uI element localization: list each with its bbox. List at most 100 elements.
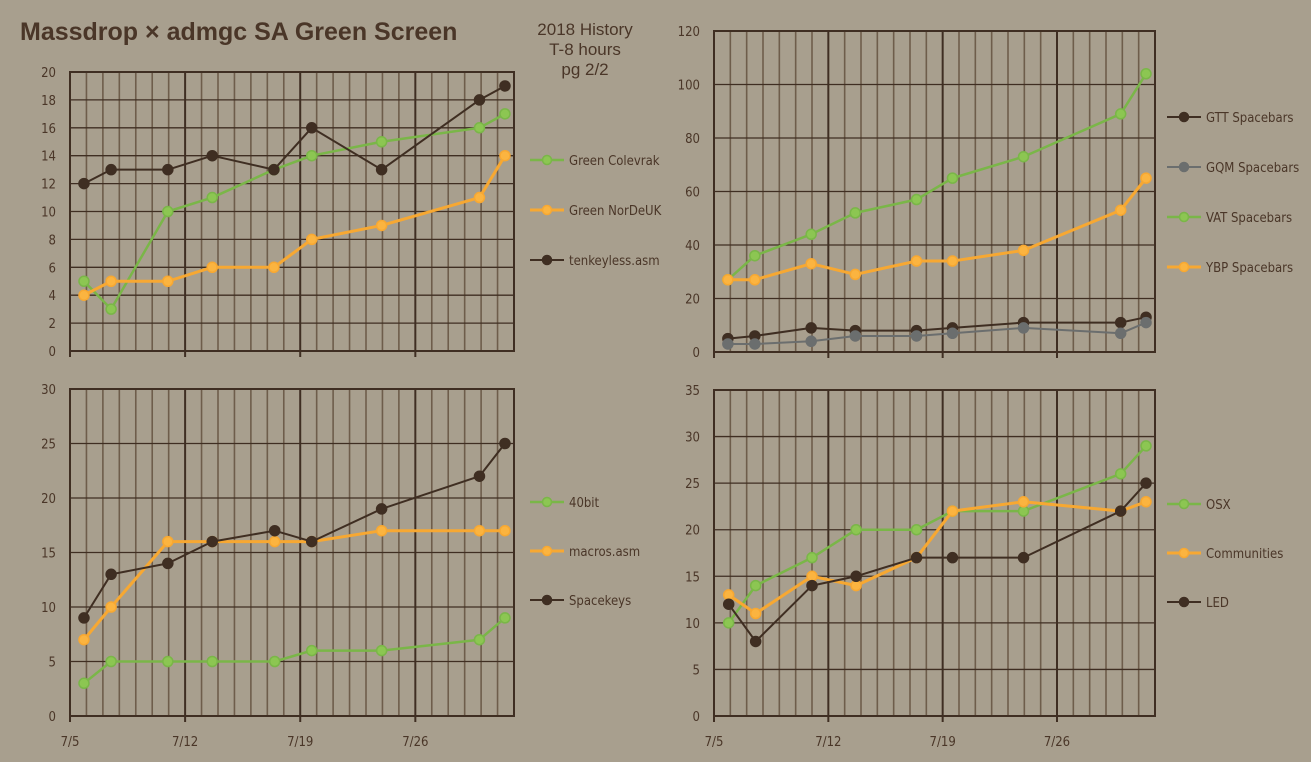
data-point xyxy=(105,303,117,315)
data-point xyxy=(268,535,281,548)
x-tick-label: 7/19 xyxy=(287,735,313,750)
data-point xyxy=(473,191,486,204)
data-point xyxy=(1114,468,1127,480)
y-tick-label: 0 xyxy=(49,710,56,725)
legend: GTT Spacebars GQM Spacebars VAT Spacebars Y… xyxy=(1167,111,1299,276)
series-tenkeyless-asm xyxy=(78,80,511,190)
data-point xyxy=(749,249,761,262)
legend-item: macros.asm xyxy=(530,545,640,560)
y-tick-label: 18 xyxy=(41,94,56,109)
data-point xyxy=(78,677,90,690)
legend-swatch-marker xyxy=(541,254,553,266)
data-point xyxy=(749,635,762,648)
y-tick-label: 15 xyxy=(685,570,700,585)
chart-bottom-left: 7/5 7/12 7/19 7/26 0 5 10 15 20 25 30 40bit macros.a… xyxy=(41,383,640,750)
legend-item: YBP Spacebars xyxy=(1167,261,1293,276)
series-gqm-spacebars xyxy=(722,316,1152,350)
y-tick-label: 100 xyxy=(678,79,700,94)
data-point xyxy=(305,644,318,657)
series-40bit xyxy=(78,612,511,690)
y-tick-label: 8 xyxy=(49,233,56,248)
series-line xyxy=(727,177,1148,282)
data-point xyxy=(849,207,862,219)
y-tick-label: 120 xyxy=(678,25,700,40)
data-point xyxy=(473,122,486,134)
data-point xyxy=(499,437,511,450)
legend-item: GTT Spacebars xyxy=(1167,111,1294,126)
y-tick-label: 20 xyxy=(685,524,700,539)
y-tick-label: 0 xyxy=(49,345,56,360)
data-point xyxy=(722,274,734,286)
legend-label: Green Colevrak xyxy=(569,154,660,169)
legend-swatch-marker xyxy=(541,496,553,508)
data-point xyxy=(1114,108,1127,120)
data-point xyxy=(849,268,862,281)
y-tick-label: 35 xyxy=(685,384,700,399)
data-point xyxy=(78,633,90,646)
plot-frame xyxy=(713,389,1156,717)
data-point xyxy=(105,275,117,287)
series-ybp-spacebars xyxy=(722,172,1152,286)
subtitle: 2018 History T-8 hours pg 2/2 xyxy=(520,20,650,80)
data-point xyxy=(473,470,486,482)
data-point xyxy=(806,551,818,564)
legend: 40bit macros.asm Spacekeys xyxy=(530,496,640,609)
data-point xyxy=(749,579,762,592)
x-tick-label: 7/5 xyxy=(705,735,724,750)
series-line xyxy=(727,445,1147,624)
y-tick-label: 5 xyxy=(49,656,56,671)
data-point xyxy=(1114,316,1127,329)
grid xyxy=(70,71,514,351)
y-tick-label: 0 xyxy=(693,346,700,361)
series-gtt-spacebars xyxy=(722,311,1152,345)
legend-item: tenkeyless.asm xyxy=(530,254,660,269)
data-point xyxy=(78,177,90,190)
y-tick-label: 16 xyxy=(41,122,56,137)
legend: OSX Communities LED xyxy=(1167,498,1283,611)
data-point xyxy=(305,149,318,162)
data-point xyxy=(105,601,117,613)
y-tick-label: 10 xyxy=(41,206,56,221)
data-point xyxy=(268,261,280,274)
y-tick-label: 20 xyxy=(685,293,700,308)
data-point xyxy=(499,612,511,624)
y-tick-label: 10 xyxy=(41,601,56,616)
data-point xyxy=(946,172,959,184)
data-point xyxy=(1140,68,1152,80)
data-point xyxy=(805,257,817,270)
series-osx xyxy=(722,440,1152,629)
y-tick-label: 14 xyxy=(41,150,56,165)
data-point xyxy=(305,122,318,134)
y-tick-label: 20 xyxy=(41,492,56,507)
legend-label: VAT Spacebars xyxy=(1206,211,1292,226)
y-tick-label: 12 xyxy=(41,178,56,193)
legend-item: LED xyxy=(1167,596,1229,611)
series-led xyxy=(722,477,1152,648)
y-tick-label: 6 xyxy=(49,261,56,276)
data-point xyxy=(1114,327,1127,340)
y-tick-label: 30 xyxy=(41,383,56,398)
y-tick-label: 25 xyxy=(685,477,700,492)
data-point xyxy=(305,535,318,548)
data-point xyxy=(910,193,923,206)
y-tick-label: 10 xyxy=(685,617,700,632)
subtitle-line-time-offset: T-8 hours xyxy=(549,40,621,59)
legend-swatch-marker xyxy=(541,545,553,557)
y-tick-label: 0 xyxy=(693,710,700,725)
legend-swatch-marker xyxy=(541,154,553,166)
data-point xyxy=(850,579,862,592)
legend-label: tenkeyless.asm xyxy=(569,254,660,269)
data-point xyxy=(805,335,817,348)
data-point xyxy=(946,505,959,517)
subtitle-line-history: 2018 History xyxy=(537,20,633,39)
legend-swatch-marker xyxy=(541,594,553,606)
data-point xyxy=(1017,244,1030,257)
subtitle-line-page: pg 2/2 xyxy=(561,60,609,79)
grid xyxy=(70,388,514,716)
data-point xyxy=(375,136,388,148)
data-point xyxy=(499,149,511,162)
series-vat-spacebars xyxy=(722,68,1152,286)
legend-swatch-marker xyxy=(1178,498,1190,510)
data-point xyxy=(375,219,388,232)
y-tick-label: 15 xyxy=(41,547,56,562)
